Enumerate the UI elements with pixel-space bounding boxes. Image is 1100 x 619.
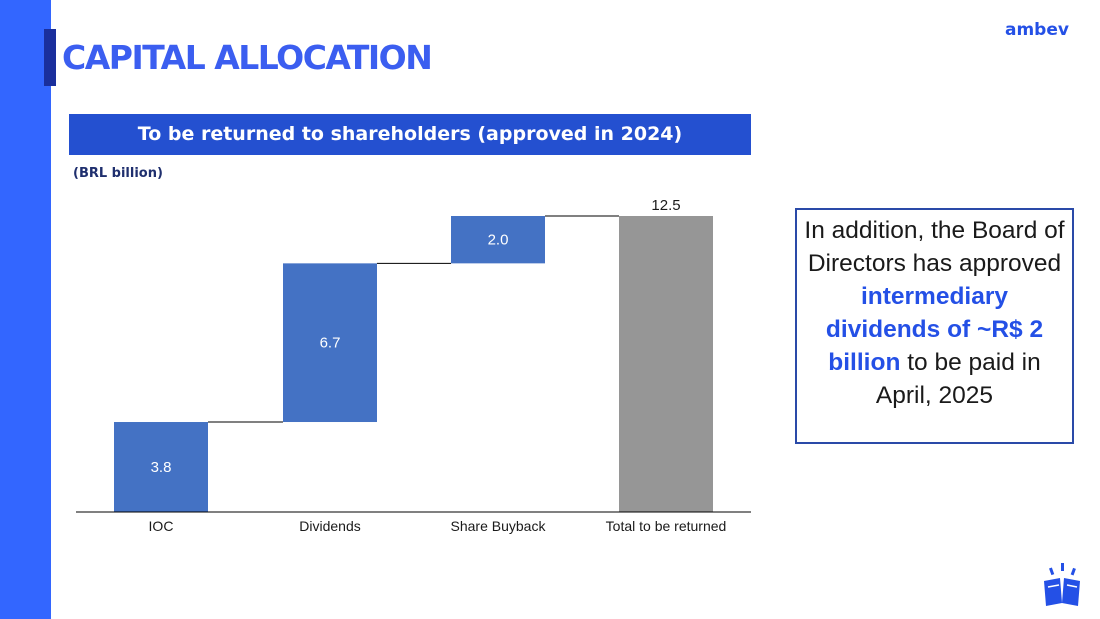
units-label: (BRL billion) <box>73 166 163 181</box>
callout-highlight: intermediary dividends of ~R$ 2 billion <box>825 283 1044 376</box>
cheers-cans-icon <box>1044 563 1080 606</box>
bar <box>619 216 713 512</box>
waterfall-chart: 3.8 IOC 6.7 Dividends 2.0 Share Buyback 12.5 To… <box>76 197 751 534</box>
page-title: CAPITAL ALLOCATION <box>62 38 433 77</box>
chart-header: To be returned to shareholders (approved… <box>69 114 751 155</box>
data-label: 12.5 <box>651 197 680 214</box>
category-label: IOC <box>149 518 174 534</box>
data-label: 3.8 <box>151 459 172 476</box>
data-label: 6.7 <box>320 335 341 352</box>
title-accent-bar <box>44 29 56 86</box>
side-accent-band <box>0 0 51 619</box>
callout-text-post: to be paid in April, 2025 <box>875 349 1041 409</box>
category-label: Dividends <box>299 518 360 534</box>
bar <box>114 422 208 512</box>
bar <box>451 216 545 264</box>
callout-box: In addition, the Board of Directors has … <box>795 208 1074 444</box>
data-label: 2.0 <box>488 232 509 249</box>
callout-text-pre: In addition, the Board of Directors has … <box>804 217 1065 277</box>
ambev-logo: ambev <box>1005 20 1069 40</box>
category-label: Share Buyback <box>451 518 547 534</box>
bar <box>283 263 377 423</box>
category-label: Total to be returned <box>606 518 727 534</box>
